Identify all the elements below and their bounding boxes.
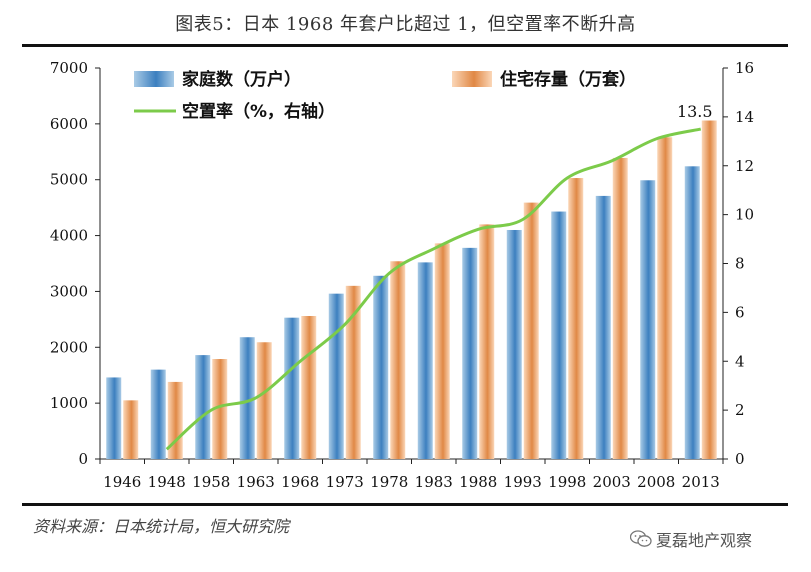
watermark-text: 夏磊地产观察 [656,531,753,550]
y-right-tick-label: 14 [735,108,754,126]
y-right-tick-label: 8 [735,255,745,273]
y-left-tick-label: 3000 [50,282,88,300]
bar-household [106,377,122,459]
source-note: 资料来源：日本统计局，恒大研究院 [33,517,290,536]
x-tick-label: 1993 [504,473,542,491]
x-tick-label: 1968 [281,473,319,491]
legend-label: 住宅存量（万套） [500,69,636,90]
x-tick-label: 1988 [459,473,497,491]
bar-household [595,195,611,460]
y-left-tick-label: 6000 [50,115,88,133]
y-left-tick-label: 7000 [50,59,88,77]
bar-housing [701,120,717,460]
x-tick-label: 1946 [103,473,141,491]
y-right-tick-label: 12 [735,157,754,175]
bar-housing [212,359,228,459]
x-tick-label: 1978 [370,473,408,491]
y-left-tick-label: 4000 [50,227,88,245]
bar-household [462,247,478,459]
legend-label: 空置率（%，右轴） [182,101,335,122]
bar-household [195,355,211,459]
bar-housing [123,400,139,459]
top-rule [22,44,788,47]
data-label-vacancy: 13.5 [677,102,713,121]
bar-household [551,211,567,459]
y-right-tick-label: 6 [735,303,745,321]
y-left-tick-label: 1000 [50,394,88,412]
watermark: 夏磊地产观察 [630,527,752,551]
line-series [165,127,702,451]
bar-housing [256,342,272,459]
x-tick-label: 2013 [682,473,720,491]
y-left-tick-label: 0 [78,450,88,468]
bar-housing [390,261,406,459]
y-left-tick-label: 2000 [50,338,88,356]
bar-household [506,229,522,459]
bar-housing [657,137,673,459]
chart-title: 图表5：日本 1968 年套户比超过 1，但空置率不断升高 [175,14,636,35]
legend-item: 住宅存量（万套） [452,69,636,90]
y-right-tick-label: 0 [735,450,745,468]
bar-housing [612,157,628,459]
bar-housing [479,224,495,459]
x-tick-label: 1973 [326,473,364,491]
bar-household [373,275,389,459]
bar-household [284,317,300,459]
legend-swatch [452,71,492,87]
y-right-tick-label: 10 [735,206,754,224]
bar-housing [568,178,584,459]
bar-housing [345,285,361,459]
bar-housing [301,316,317,459]
bar-household [640,180,656,459]
legend: 家庭数（万户） 住宅存量（万套） 空置率（%，右轴） [134,69,636,122]
x-tick-label: 1983 [415,473,453,491]
bottom-rule [22,503,788,506]
x-tick-label: 1963 [237,473,275,491]
legend-swatch [134,71,174,87]
bar-housing [167,381,183,459]
bar-housing [434,243,450,459]
tick-labels: 0 1000 2000 3000 4000 5000 6000 7000 0 2 4 6 8 10 12 14… [50,59,754,491]
y-right-tick-label: 16 [735,59,754,77]
legend-item: 空置率（%，右轴） [134,101,335,122]
x-tick-label: 2003 [593,473,631,491]
bar-household [417,262,433,459]
x-tick-label: 1958 [192,473,230,491]
x-tick-label: 1948 [148,473,186,491]
y-left-tick-label: 5000 [50,171,88,189]
bar-household [150,369,166,459]
wechat-icon [630,530,652,547]
x-tick-label: 2008 [637,473,675,491]
legend-label: 家庭数（万户） [182,69,301,90]
x-tick-label: 1998 [548,473,586,491]
bar-housing [523,202,539,459]
bar-household [328,293,344,459]
bar-household [239,337,255,459]
bars [106,120,717,460]
y-right-tick-label: 2 [735,401,745,419]
axes [95,67,728,464]
y-right-tick-label: 4 [735,352,745,370]
legend-item: 家庭数（万户） [134,69,301,90]
bar-household [684,166,700,459]
